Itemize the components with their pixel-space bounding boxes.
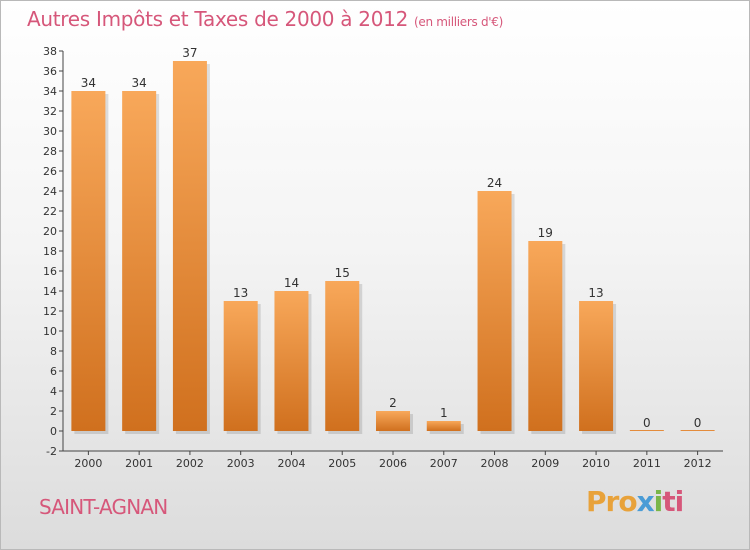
y-tick-label: 10: [43, 325, 57, 338]
bar-value-label: 1: [440, 406, 448, 420]
bar-value-label: 13: [588, 286, 603, 300]
x-tick-label: 2010: [582, 457, 610, 470]
bar-value-label: 34: [132, 76, 147, 90]
chart-title: Autres Impôts et Taxes de 2000 à 2012 (en…: [27, 7, 503, 31]
bar-value-label: 34: [81, 76, 96, 90]
bar: [579, 301, 614, 431]
y-tick-label: 38: [43, 45, 57, 58]
x-tick-label: 2005: [328, 457, 356, 470]
y-tick-label: 22: [43, 205, 57, 218]
x-tick-label: 2003: [227, 457, 255, 470]
y-tick-label: 20: [43, 225, 57, 238]
bar: [172, 61, 207, 431]
bar: [122, 91, 157, 431]
bar-value-label: 13: [233, 286, 248, 300]
bar: [528, 241, 563, 431]
x-tick-label: 2004: [277, 457, 305, 470]
x-tick-label: 2000: [74, 457, 102, 470]
y-tick-label: 14: [43, 285, 57, 298]
bar-value-label: 19: [538, 226, 553, 240]
bar: [71, 91, 106, 431]
y-tick-label: 8: [50, 345, 57, 358]
y-tick-label: 28: [43, 145, 57, 158]
bar-value-label: 15: [335, 266, 350, 280]
y-tick-label: 0: [50, 425, 57, 438]
bar-value-label: 0: [694, 416, 702, 430]
logo-part-4: ti: [662, 485, 684, 518]
bar: [325, 281, 360, 431]
x-tick-label: 2007: [430, 457, 458, 470]
bar: [680, 430, 715, 431]
y-tick-label: 24: [43, 185, 57, 198]
y-tick-label: 34: [43, 85, 57, 98]
x-tick-label: 2009: [531, 457, 559, 470]
x-tick-label: 2001: [125, 457, 153, 470]
y-tick-label: 16: [43, 265, 57, 278]
bar: [376, 411, 410, 431]
x-tick-label: 2012: [684, 457, 712, 470]
x-tick-label: 2008: [481, 457, 509, 470]
logo-part-3: i: [653, 485, 664, 518]
y-tick-label: 12: [43, 305, 57, 318]
chart-title-unit: (en milliers d'€): [414, 15, 504, 29]
x-tick-label: 2011: [633, 457, 661, 470]
bar-value-label: 2: [389, 396, 397, 410]
x-tick-label: 2002: [176, 457, 204, 470]
chart-title-text: Autres Impôts et Taxes de 2000 à 2012: [27, 7, 408, 31]
bar-value-label: 24: [487, 176, 502, 190]
y-tick-label: 30: [43, 125, 57, 138]
y-tick-label: 26: [43, 165, 57, 178]
logo-part-2: x: [636, 485, 655, 518]
bar: [477, 191, 512, 431]
y-tick-label: 18: [43, 245, 57, 258]
y-tick-label: -2: [46, 445, 57, 458]
bar-value-label: 14: [284, 276, 299, 290]
x-tick-label: 2006: [379, 457, 407, 470]
commune-name: SAINT-AGNAN: [39, 495, 168, 519]
bar: [629, 430, 664, 431]
y-tick-label: 36: [43, 65, 57, 78]
y-tick-label: 2: [50, 405, 57, 418]
bar: [274, 291, 309, 431]
bar: [426, 421, 461, 431]
bar-value-label: 37: [182, 46, 197, 60]
proxiti-logo: Proxiti: [586, 485, 684, 518]
y-tick-label: 6: [50, 365, 57, 378]
y-tick-label: 4: [50, 385, 57, 398]
bar: [223, 301, 258, 431]
logo-part-1: Pro: [586, 485, 638, 518]
y-tick-label: 32: [43, 105, 57, 118]
bar-value-label: 0: [643, 416, 651, 430]
